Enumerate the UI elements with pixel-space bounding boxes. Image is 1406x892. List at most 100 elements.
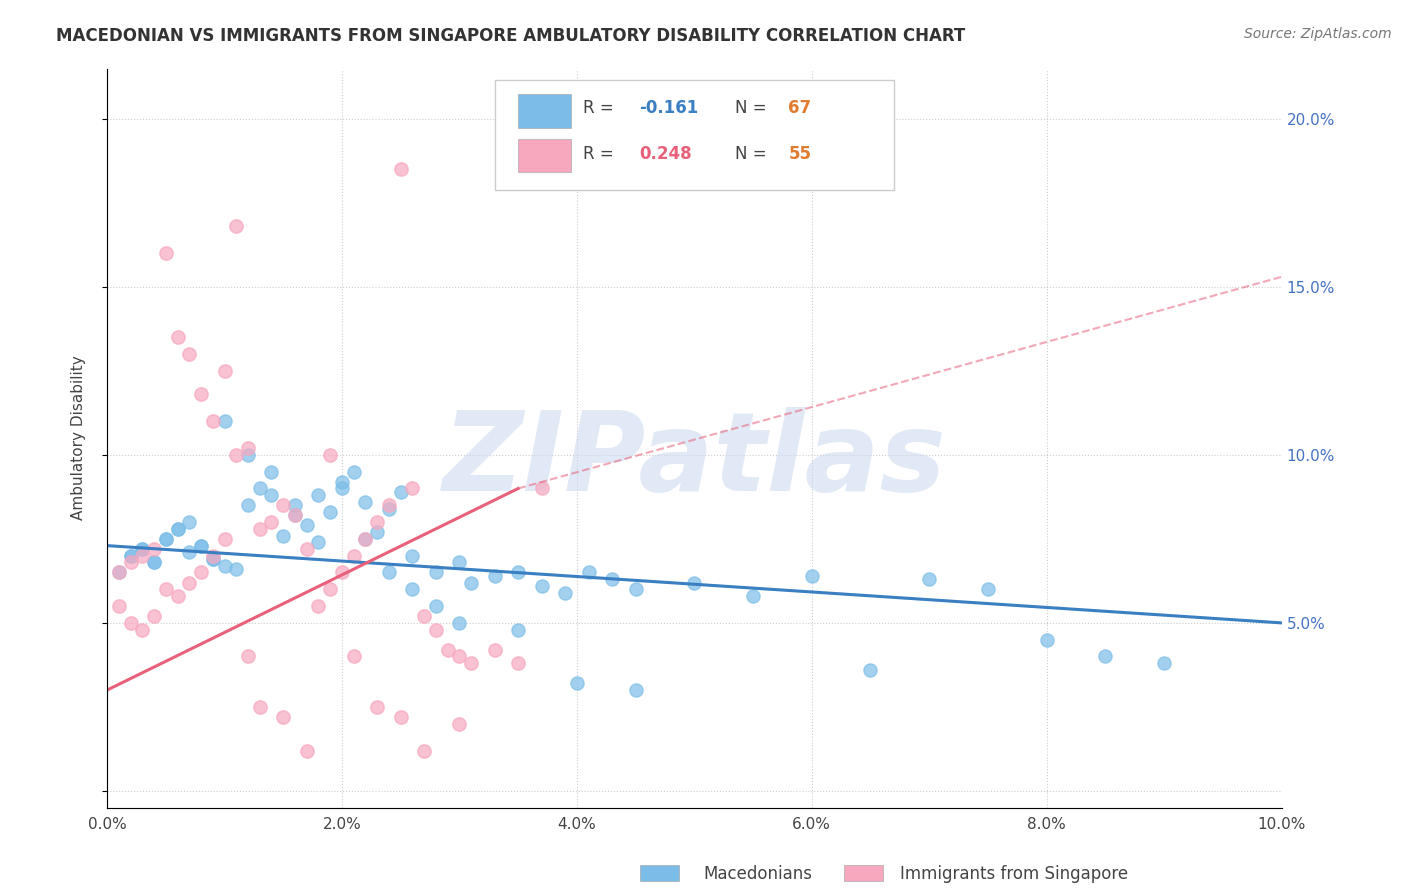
Text: ZIPatlas: ZIPatlas xyxy=(443,407,946,514)
Point xyxy=(319,505,342,519)
Point xyxy=(330,566,353,580)
Point xyxy=(295,541,318,556)
Point xyxy=(354,532,377,546)
Point xyxy=(330,482,353,496)
Point xyxy=(271,528,294,542)
Point xyxy=(366,515,388,529)
Point xyxy=(624,683,647,698)
Point xyxy=(530,482,553,496)
Text: MACEDONIAN VS IMMIGRANTS FROM SINGAPORE AMBULATORY DISABILITY CORRELATION CHART: MACEDONIAN VS IMMIGRANTS FROM SINGAPORE … xyxy=(56,27,966,45)
Point xyxy=(389,710,412,724)
Point xyxy=(449,615,471,630)
Point xyxy=(425,599,447,613)
Point xyxy=(1094,649,1116,664)
Point xyxy=(484,569,506,583)
Point xyxy=(166,330,188,344)
Point xyxy=(236,498,259,512)
Point xyxy=(120,556,142,570)
Point xyxy=(236,649,259,664)
Point xyxy=(143,556,166,570)
Point xyxy=(401,482,423,496)
Point xyxy=(108,566,131,580)
Point xyxy=(800,569,823,583)
Point xyxy=(308,599,330,613)
Point xyxy=(378,566,401,580)
Point xyxy=(214,532,236,546)
Point xyxy=(389,162,412,177)
Point xyxy=(413,609,436,624)
Point xyxy=(366,699,388,714)
Point xyxy=(166,522,188,536)
Point xyxy=(201,414,224,428)
Point xyxy=(389,484,412,499)
Point xyxy=(225,448,247,462)
Point xyxy=(143,609,166,624)
Point xyxy=(201,552,224,566)
Point xyxy=(179,515,201,529)
Point xyxy=(249,699,271,714)
Point xyxy=(225,219,247,234)
Point xyxy=(120,549,142,563)
Point xyxy=(460,657,482,671)
FancyBboxPatch shape xyxy=(495,79,894,191)
Point xyxy=(284,508,307,523)
Point xyxy=(225,562,247,576)
Point xyxy=(366,525,388,540)
Point xyxy=(554,585,576,599)
Point xyxy=(343,549,366,563)
Point xyxy=(108,599,131,613)
Point xyxy=(179,347,201,361)
Text: Source: ZipAtlas.com: Source: ZipAtlas.com xyxy=(1244,27,1392,41)
Point xyxy=(155,532,177,546)
Y-axis label: Ambulatory Disability: Ambulatory Disability xyxy=(72,356,86,520)
Point xyxy=(401,582,423,597)
Point xyxy=(249,522,271,536)
Point xyxy=(530,579,553,593)
Point xyxy=(742,589,765,603)
Point xyxy=(131,623,153,637)
Point xyxy=(166,522,188,536)
Point xyxy=(330,475,353,489)
FancyBboxPatch shape xyxy=(519,139,571,172)
Point xyxy=(120,615,142,630)
Point xyxy=(143,541,166,556)
Point xyxy=(236,448,259,462)
Point xyxy=(295,518,318,533)
Point xyxy=(190,387,212,401)
Point xyxy=(155,582,177,597)
Text: Macedonians: Macedonians xyxy=(703,865,813,883)
Point xyxy=(460,575,482,590)
Point xyxy=(319,448,342,462)
Point xyxy=(131,541,153,556)
Point xyxy=(918,572,941,586)
Point xyxy=(260,465,283,479)
Point xyxy=(190,566,212,580)
Point xyxy=(977,582,1000,597)
Text: N =: N = xyxy=(735,145,772,162)
Point xyxy=(354,495,377,509)
Point xyxy=(284,498,307,512)
Point xyxy=(354,532,377,546)
Text: 55: 55 xyxy=(789,145,811,162)
Point xyxy=(859,663,882,677)
Point xyxy=(378,498,401,512)
Point xyxy=(201,549,224,563)
Point xyxy=(260,515,283,529)
Point xyxy=(600,572,623,586)
Point xyxy=(201,552,224,566)
Point xyxy=(143,556,166,570)
Text: Immigrants from Singapore: Immigrants from Singapore xyxy=(900,865,1128,883)
Point xyxy=(449,649,471,664)
Point xyxy=(214,558,236,573)
Text: N =: N = xyxy=(735,99,772,117)
Text: R =: R = xyxy=(582,145,619,162)
Point xyxy=(484,642,506,657)
Point xyxy=(401,549,423,563)
Point xyxy=(624,582,647,597)
Point xyxy=(131,549,153,563)
Point xyxy=(120,549,142,563)
Point xyxy=(508,657,530,671)
Point xyxy=(1153,657,1175,671)
Point xyxy=(236,441,259,455)
Point xyxy=(425,623,447,637)
